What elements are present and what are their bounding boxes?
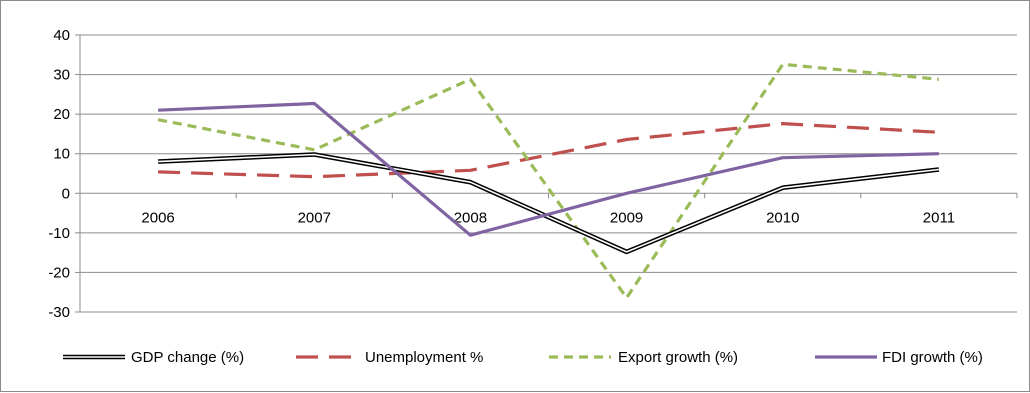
x-tick-label: 2010	[766, 209, 799, 226]
legend-label: Unemployment %	[365, 349, 483, 366]
legend-item: GDP change (%)	[63, 349, 244, 366]
series-line	[158, 155, 939, 252]
x-tick-label: 2006	[141, 209, 174, 226]
series-line	[158, 124, 939, 177]
y-tick-label: -20	[48, 264, 70, 281]
y-tick-label: 20	[53, 106, 70, 123]
x-tick-label: 2009	[610, 209, 643, 226]
legend-item: Export growth (%)	[549, 349, 738, 366]
legend-label: FDI growth (%)	[882, 349, 983, 366]
y-tick-label: 0	[62, 185, 70, 202]
series-gdp-change	[158, 154, 939, 252]
series-fdi-growth	[158, 103, 939, 235]
x-tick-label: 2011	[923, 209, 955, 226]
legend-label: Export growth (%)	[618, 349, 738, 366]
legend-item: FDI growth (%)	[815, 349, 983, 366]
y-tick-label: 40	[53, 27, 70, 44]
y-tick-label: 10	[53, 146, 70, 163]
series-lines	[158, 64, 939, 298]
series-line	[158, 104, 939, 236]
series-line	[158, 155, 939, 252]
y-tick-label: -30	[48, 304, 70, 321]
gridlines	[80, 35, 1017, 312]
legend-label: GDP change (%)	[131, 349, 244, 366]
y-tick-label: 30	[53, 67, 70, 84]
series-unemployment	[158, 124, 939, 177]
legend: GDP change (%) Unemployment % Export growt…	[63, 349, 983, 366]
x-tick-label: 2007	[298, 209, 331, 226]
y-tick-label: -10	[48, 225, 70, 242]
legend-item: Unemployment %	[296, 349, 483, 366]
